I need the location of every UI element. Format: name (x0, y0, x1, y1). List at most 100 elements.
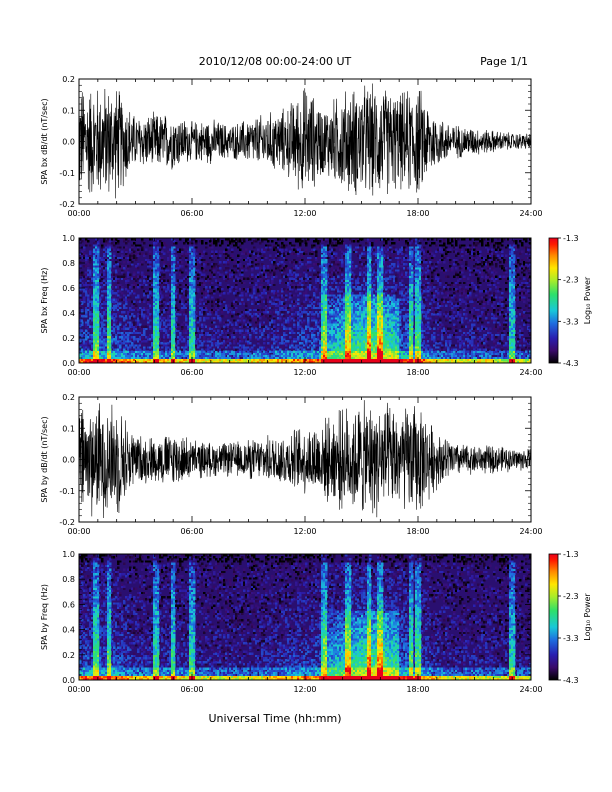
spectrogram-cell (89, 333, 92, 337)
spectrogram-cell (345, 273, 348, 276)
spectrogram-cell (225, 275, 228, 278)
spectrogram-cell (309, 358, 312, 362)
spectrogram-cell (263, 354, 266, 358)
spectrogram-cell (271, 333, 274, 337)
spectrogram-cell (243, 356, 246, 360)
spectrogram-cell (171, 306, 174, 310)
spectrogram-cell (159, 269, 162, 272)
spectrogram-cell (81, 310, 84, 314)
spectrogram-cell (323, 290, 326, 293)
spectrogram-cell (297, 250, 300, 253)
spectrogram-cell (189, 285, 192, 289)
spectrogram-cell (169, 279, 172, 283)
spectrogram-cell (303, 354, 306, 358)
spectrogram-cell (335, 348, 338, 351)
spectrogram-cell (155, 288, 158, 291)
spectrogram-cell (333, 333, 336, 337)
spectrogram-cell (189, 333, 192, 337)
spectrogram-cell (167, 269, 170, 272)
spectrogram-cell (109, 248, 112, 251)
spectrogram-cell (229, 256, 232, 260)
spectrogram-cell (157, 267, 160, 270)
spectrogram-cell (283, 246, 286, 249)
spectrogram-cell (285, 267, 288, 270)
spectrogram-cell (271, 319, 274, 322)
spectrogram-cell (93, 244, 96, 247)
spectrogram-cell (323, 256, 326, 260)
spectrogram-cell (227, 260, 230, 264)
spectrogram-cell (189, 242, 192, 245)
spectrogram-cell (325, 306, 328, 310)
spectrogram-cell (159, 300, 162, 303)
spectrogram-cell (115, 352, 118, 355)
spectrogram-cell (235, 338, 238, 341)
spectrogram-cell (181, 292, 184, 295)
chart-panel-1: 00:00 06:00 12:00 18:00 24:000.20.10.0-0.1-0… (40, 75, 543, 218)
spectrogram-cell (101, 306, 104, 310)
spectrogram-cell (115, 294, 118, 297)
spectrogram-cell (197, 263, 200, 266)
spectrogram-cell (153, 313, 156, 316)
spectrogram-cell (99, 273, 102, 276)
spectrogram-cell (85, 273, 88, 276)
spectrogram-cell (141, 315, 144, 318)
spectrogram-cell (97, 281, 100, 285)
spectrogram-cell (113, 254, 116, 258)
spectrogram-cell (101, 265, 104, 268)
y-axis-label: SPA bx dB/dt (nT/sec) (40, 98, 49, 184)
spectrogram-cell (259, 352, 262, 355)
spectrogram-cell (157, 275, 160, 278)
spectrogram-cell (253, 360, 256, 364)
spectrogram-cell (103, 335, 106, 339)
spectrogram-cell (99, 300, 102, 303)
spectrogram-cell (87, 352, 90, 355)
spectrogram-cell (341, 265, 344, 268)
spectrogram-cell (321, 277, 324, 280)
spectrogram-cell (173, 308, 176, 312)
spectrogram-cell (191, 269, 194, 272)
spectrogram-cell (345, 258, 348, 262)
spectrogram-cell (265, 273, 268, 276)
spectrogram-cell (159, 358, 162, 362)
spectrogram-cell (347, 317, 350, 320)
spectrogram-cell (81, 350, 84, 353)
spectrogram-cell (239, 360, 242, 364)
spectrogram-cell (293, 302, 296, 305)
spectrogram-cell (307, 356, 310, 360)
spectrogram-cell (313, 298, 316, 301)
spectrogram-cell (99, 263, 102, 266)
spectrogram-cell (267, 306, 270, 310)
spectrogram-cell (251, 300, 254, 303)
spectrogram-cell (205, 285, 208, 289)
spectrogram-cell (111, 292, 114, 295)
spectrogram-cell (293, 300, 296, 303)
spectrogram-cell (275, 242, 278, 245)
spectrogram-cell (89, 254, 92, 258)
spectrogram-cell (151, 304, 154, 308)
spectrogram-cell (323, 333, 326, 337)
spectrogram-cell (93, 317, 96, 320)
spectrogram-cell (313, 285, 316, 289)
spectrogram-cell (293, 356, 296, 360)
spectrogram-cell (109, 317, 112, 320)
spectrogram-cell (221, 315, 224, 318)
spectrogram-cell (197, 356, 200, 360)
spectrogram-cell (93, 327, 96, 330)
spectrogram-cell (265, 352, 268, 355)
spectrogram-cell (91, 352, 94, 355)
spectrogram-cell (139, 348, 142, 351)
spectrogram-cell (125, 323, 128, 326)
spectrogram-cell (169, 315, 172, 318)
spectrogram-cell (235, 313, 238, 316)
spectrogram-cell (259, 313, 262, 316)
spectrogram-cell (331, 329, 334, 333)
spectrogram-cell (241, 313, 244, 316)
spectrogram-cell (337, 344, 340, 347)
spectrogram-cell (79, 304, 82, 308)
spectrogram-cell (277, 317, 280, 320)
spectrogram-cell (99, 327, 102, 330)
spectrogram-cell (219, 294, 222, 297)
spectrogram-cell (165, 354, 168, 358)
spectrogram-cell (323, 263, 326, 266)
spectrogram-cell (101, 354, 104, 358)
